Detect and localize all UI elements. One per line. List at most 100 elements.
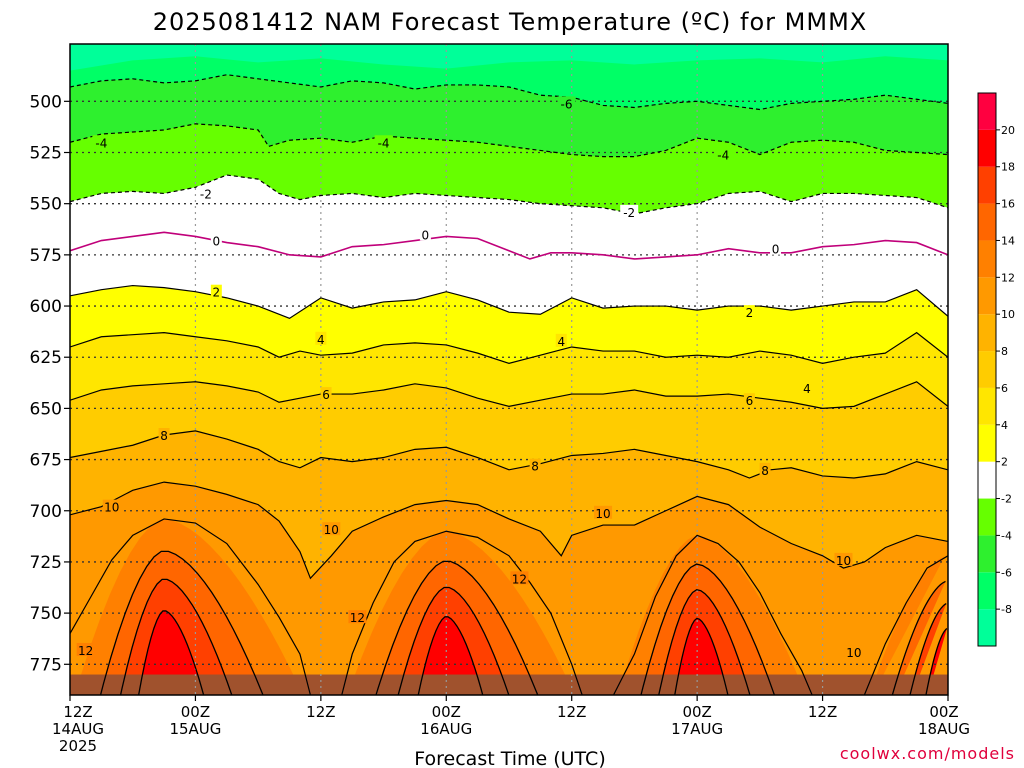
contour-line xyxy=(119,578,233,695)
colorbar-swatch xyxy=(978,498,996,536)
x-tick-label: 2025 xyxy=(59,737,97,755)
contour-line xyxy=(70,331,948,364)
colorbar-swatch xyxy=(978,572,996,610)
colorbar-swatch xyxy=(978,203,996,241)
contour-label: 8 xyxy=(761,464,769,478)
contour-label-bg xyxy=(844,645,863,659)
contour-line xyxy=(417,616,484,695)
x-tick-label: 16AUG xyxy=(420,720,472,738)
colorbar-swatch xyxy=(978,93,996,130)
contour-label: 8 xyxy=(531,460,539,474)
contour-label-bg xyxy=(158,428,170,442)
x-tick-label: 00Z xyxy=(929,703,958,721)
colorbar-swatch xyxy=(978,277,996,315)
colorbar-tick-label: 12 xyxy=(1001,271,1015,284)
contour-line xyxy=(70,381,948,409)
chart-title: 2025081412 NAM Forecast Temperature (ºC)… xyxy=(153,8,867,36)
contour-labels: -6 -4 -4 -4 -2 -2 0 0 0 2 2 4 4 4 6 6 8 8 8 10 10 10 10 10 12 12 1… xyxy=(76,96,863,660)
contour-label: 12 xyxy=(512,572,527,586)
contour-label: -2 xyxy=(200,187,212,201)
contour-label: 8 xyxy=(160,429,168,443)
contour-label-bg xyxy=(419,227,431,241)
band-fill xyxy=(892,581,946,695)
contour-label-bg xyxy=(834,552,853,566)
contour-label: 10 xyxy=(836,554,851,568)
contour-label: 2 xyxy=(746,306,754,320)
contour-label-bg xyxy=(348,610,367,624)
x-axis-label: Forecast Time (UTC) xyxy=(414,748,605,768)
colorbar-swatch xyxy=(978,240,996,278)
credit-text: coolwx.com/models xyxy=(840,744,1015,763)
contour-lines xyxy=(70,74,948,695)
x-tick-label: 12Z xyxy=(63,703,92,721)
colorbar-tick-label: 18 xyxy=(1001,161,1015,174)
contour-label: 2 xyxy=(213,286,221,300)
plot-frame xyxy=(69,43,949,696)
x-tick-label: 12Z xyxy=(306,703,335,721)
x-tick-label: 12Z xyxy=(808,703,837,721)
contour-label-bg xyxy=(92,135,111,149)
y-tick-label: 650 xyxy=(30,399,62,419)
band-fill xyxy=(910,603,947,695)
contour-label: 10 xyxy=(846,646,861,660)
contour-line xyxy=(70,481,948,580)
contour-label: 10 xyxy=(595,507,610,521)
colorbar-swatch xyxy=(978,609,996,646)
contour-line xyxy=(70,174,948,215)
colorbar-tick-label: 6 xyxy=(1001,382,1008,395)
contour-label-bg xyxy=(801,380,813,394)
contour-label-bg xyxy=(210,233,222,247)
x-tick-label: 00Z xyxy=(682,703,711,721)
contour-line xyxy=(863,555,948,695)
x-tick-label: 14AUG xyxy=(52,720,104,738)
y-tick-label: 750 xyxy=(30,604,62,624)
contour-line xyxy=(397,586,510,695)
contour-line xyxy=(137,610,205,695)
x-tick-label: 12Z xyxy=(557,703,586,721)
contour-line xyxy=(909,603,947,695)
colorbar-swatch xyxy=(978,314,996,352)
contour-line xyxy=(891,580,946,695)
contour-label-bg xyxy=(770,241,782,255)
contour-label: 6 xyxy=(322,388,330,402)
contour-line xyxy=(658,588,751,695)
contour-label: 10 xyxy=(324,523,339,537)
colorbar-tick-label: 14 xyxy=(1001,234,1015,247)
contour-label: 4 xyxy=(803,382,811,396)
colorbar-swatch xyxy=(978,166,996,204)
contour-label: 0 xyxy=(422,228,430,242)
contour-line xyxy=(612,534,813,695)
contour-label: 4 xyxy=(317,333,325,347)
contour-label: -4 xyxy=(717,149,729,163)
y-tick-label: 525 xyxy=(30,144,62,164)
y-tick-label: 700 xyxy=(30,502,62,522)
colorbar-tick-label: 2 xyxy=(1001,456,1008,469)
contour-label-bg xyxy=(102,499,121,513)
contour-label: -4 xyxy=(95,136,107,150)
contour-line xyxy=(674,617,729,695)
colorbar-swatch xyxy=(978,129,996,167)
contour-line xyxy=(70,518,311,695)
contour-line xyxy=(99,550,264,695)
colorbar-tick-label: 16 xyxy=(1001,198,1015,211)
contour-label-bg xyxy=(315,331,327,345)
x-tick-label: 15AUG xyxy=(169,720,221,738)
grid xyxy=(70,44,948,695)
colorbar-tick-label: 20 xyxy=(1001,124,1015,137)
band-fill xyxy=(869,556,945,695)
x-tick-label: 00Z xyxy=(432,703,461,721)
colorbar-tick-label: 10 xyxy=(1001,308,1015,321)
contour-line xyxy=(925,628,948,695)
contour-line xyxy=(70,123,948,158)
band-fill xyxy=(138,610,204,695)
contour-label: 12 xyxy=(350,611,365,625)
colorbar-swatch xyxy=(978,535,996,573)
colorbar-frame xyxy=(977,92,997,647)
y-tick-label: 575 xyxy=(30,246,62,266)
contour-label-bg xyxy=(76,642,95,656)
contour-label: 0 xyxy=(772,243,780,257)
colorbar-tick-label: -2 xyxy=(1001,493,1012,506)
contour-label: 6 xyxy=(746,394,754,408)
contour-line xyxy=(341,530,583,695)
